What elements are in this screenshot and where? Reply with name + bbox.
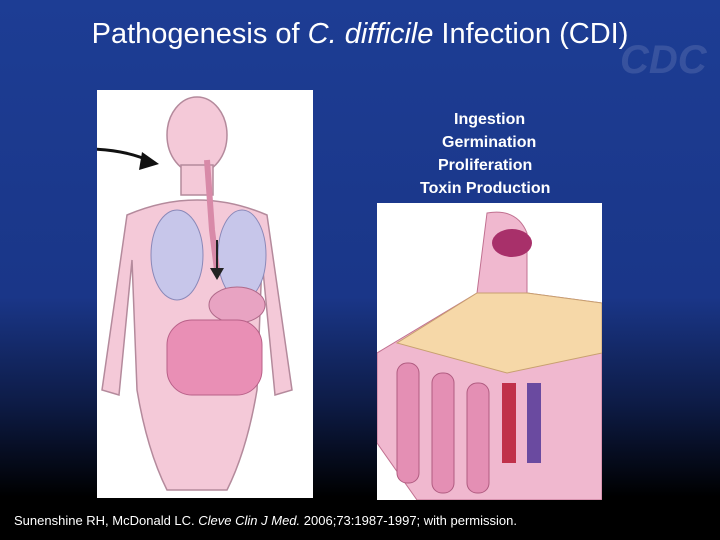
citation: Sunenshine RH, McDonald LC. Cleve Clin J… (14, 513, 517, 528)
title-part: Pathogenesis of (91, 18, 300, 50)
step: Proliferation (438, 157, 533, 174)
step: Germination (442, 134, 537, 151)
citation-part: Cleve Clin J Med. (198, 513, 301, 528)
logo: CDC (620, 38, 707, 82)
title-part: Infection (CDI) (441, 18, 629, 50)
steps: Ingestion Germination Proliferation Toxi… (400, 108, 590, 200)
colon-illustration (377, 203, 602, 500)
citation-part: Sunenshine RH, McDonald LC. (14, 513, 195, 528)
step: Ingestion (454, 111, 526, 128)
slide-title: Pathogenesis of C. difficile Infection (… (0, 18, 720, 51)
step: Toxin Production (420, 180, 551, 197)
title-part: C. difficile (307, 18, 434, 50)
citation-part: 2006;73:1987-1997; with permission. (303, 513, 517, 528)
body-illustration (97, 90, 313, 498)
